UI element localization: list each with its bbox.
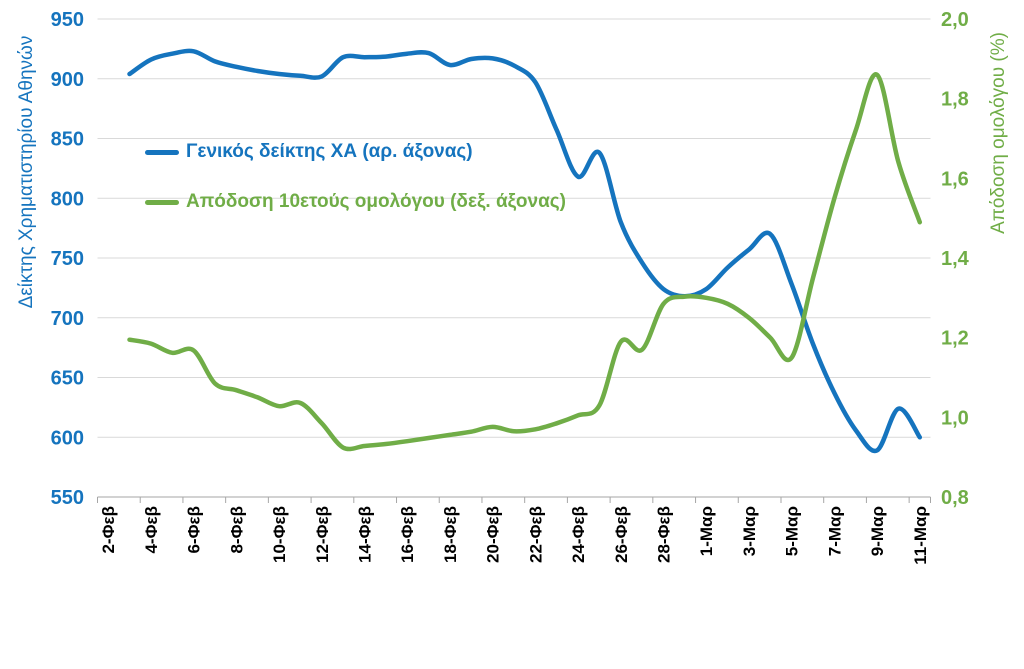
x-axis-date-label: 14-Φεβ <box>355 506 374 563</box>
left-axis-title: Δείκτης Χρηματιστηρίου Αθηνών <box>16 35 37 309</box>
right-axis-tick-label: 1,8 <box>941 89 969 111</box>
series-line-stock-index <box>127 48 923 454</box>
right-axis-tick-label: 1,0 <box>941 407 969 429</box>
x-axis-date-label: 11-Μαρ <box>911 506 930 565</box>
x-axis-date-label: 4-Φεβ <box>142 506 161 554</box>
x-axis-date-label: 16-Φεβ <box>398 506 417 563</box>
x-axis-date-label: 8-Φεβ <box>227 506 246 554</box>
right-axis-tick-label: 2,0 <box>941 9 969 31</box>
left-axis-tick-label: 550 <box>51 487 84 509</box>
right-axis-tick-label: 1,6 <box>941 168 969 190</box>
chart-canvas: 950 900 850 800 750 700 650 600 550 2,0 1,8 1,6 1,4 1… <box>51 9 970 565</box>
x-axis-date-label: 28-Φεβ <box>655 506 674 563</box>
left-axis-tick-label: 800 <box>51 188 84 210</box>
x-axis-date-label: 26-Φεβ <box>612 506 631 563</box>
left-axis-tick-label: 750 <box>51 248 84 270</box>
left-axis-tick-label: 600 <box>51 427 84 449</box>
x-axis-date-label: 2-Φεβ <box>99 506 118 554</box>
left-axis-tick-label: 650 <box>51 368 84 390</box>
legend-swatch-stock-index-icon <box>145 149 179 155</box>
x-axis-date-label: 10-Φεβ <box>270 506 289 563</box>
legend-item-bond-yield: Απόδοση 10ετούς ομολόγου (δεξ. άξονας) <box>145 190 566 214</box>
x-axis-date-label: 9-Μαρ <box>868 506 887 556</box>
x-axis-date-label: 5-Μαρ <box>783 506 802 556</box>
legend-label-stock-index: Γενικός δείκτης ΧΑ (αρ. άξονας) <box>186 141 473 162</box>
left-axis-tick-label: 900 <box>51 69 84 91</box>
x-axis-date-label: 3-Μαρ <box>740 506 759 556</box>
x-axis-date-label: 18-Φεβ <box>441 506 460 563</box>
right-axis-title: Απόδοση ομολόγου (%) <box>988 32 1009 234</box>
x-axis-date-label: 12-Φεβ <box>313 506 332 563</box>
left-axis-tick-label: 950 <box>51 9 84 31</box>
right-axis-tick-label: 1,4 <box>941 248 970 270</box>
x-axis-date-label: 20-Φεβ <box>484 506 503 563</box>
x-axis-date-label: 7-Μαρ <box>825 506 844 556</box>
right-axis-tick-label: 1,2 <box>941 328 969 350</box>
legend-label-bond-yield: Απόδοση 10ετούς ομολόγου (δεξ. άξονας) <box>186 191 566 212</box>
right-axis-tick-label: 0,8 <box>941 487 969 509</box>
x-axis-date-label: 22-Φεβ <box>526 506 545 563</box>
x-axis-date-label: 6-Φεβ <box>185 506 204 554</box>
left-axis-tick-label: 850 <box>51 129 84 151</box>
left-axis-tick-label: 700 <box>51 308 84 330</box>
x-axis-date-label: 1-Μαρ <box>697 506 716 556</box>
x-axis-date-label: 24-Φεβ <box>569 506 588 563</box>
legend-swatch-bond-yield-icon <box>145 199 179 205</box>
series-line-bond-yield <box>127 72 923 452</box>
legend-item-stock-index: Γενικός δείκτης ΧΑ (αρ. άξονας) <box>145 140 473 164</box>
